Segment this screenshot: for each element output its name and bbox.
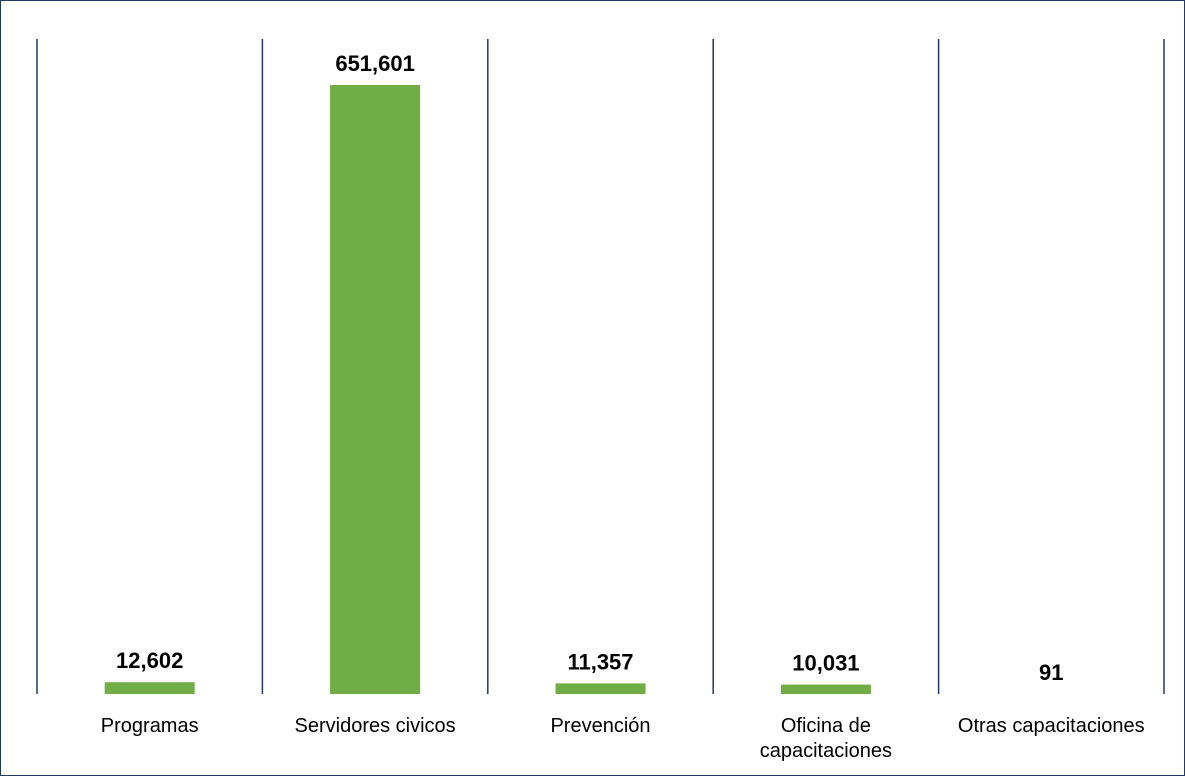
category-label-2: Prevención	[550, 715, 650, 737]
value-label-3: 10,031	[792, 651, 859, 676]
category-label-3-line-0: Oficina de	[781, 715, 871, 737]
bar-2	[555, 683, 646, 694]
value-label-4: 91	[1039, 660, 1063, 685]
category-label-0: Programas	[101, 715, 199, 737]
category-label-1: Servidores civicos	[295, 715, 456, 737]
value-label-2: 11,357	[567, 649, 633, 674]
category-label-4: Otras capacitaciones	[958, 715, 1145, 737]
bar-3	[780, 684, 871, 694]
value-label-1: 651,601	[335, 51, 415, 76]
bar-0	[104, 682, 195, 694]
bar-1	[330, 85, 421, 694]
value-label-0: 12,602	[116, 648, 183, 673]
category-label-3-line-1: capacitaciones	[760, 740, 892, 762]
